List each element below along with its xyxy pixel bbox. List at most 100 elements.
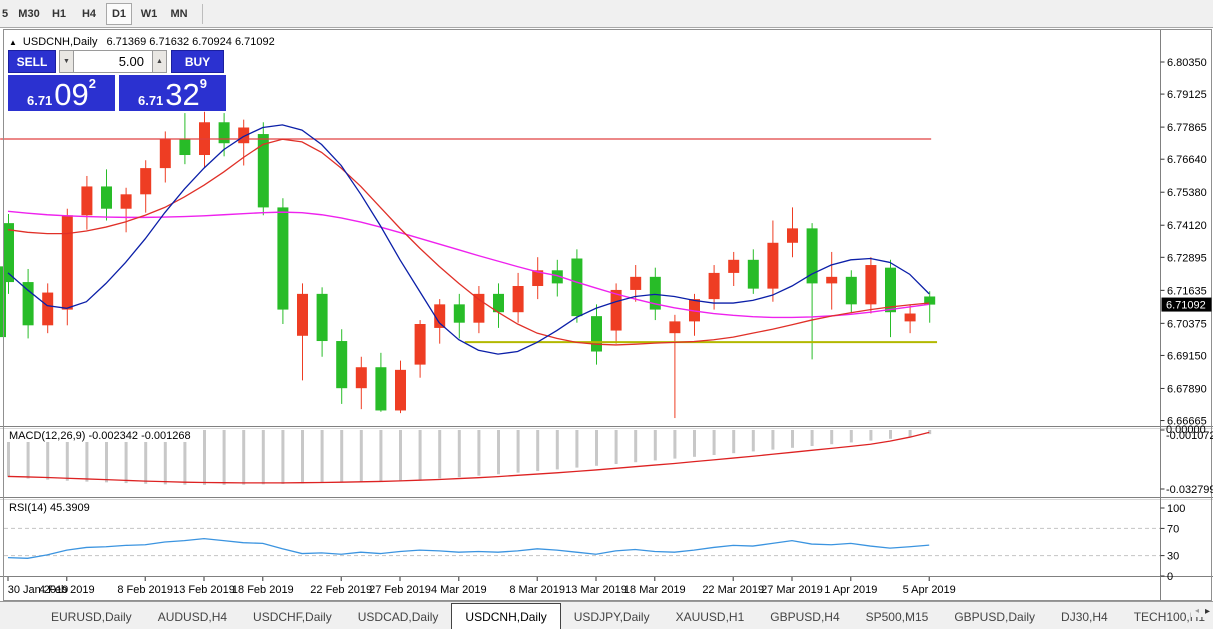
- macd-histogram-bar: [849, 430, 853, 443]
- price-axis-label: 6.69150: [1167, 350, 1207, 362]
- candle: [277, 207, 289, 310]
- timeframe-button-m30[interactable]: M30: [18, 7, 40, 20]
- chart-title: ▲ USDCNH,Daily 6.71369 6.71632 6.70924 6.7…: [9, 36, 275, 48]
- candle: [238, 127, 250, 144]
- candle: [101, 186, 112, 209]
- candle: [845, 276, 857, 305]
- date-axis-label: 22 Feb 2019: [310, 584, 372, 596]
- macd-histogram-bar: [673, 430, 677, 459]
- macd-histogram-bar: [261, 430, 265, 485]
- buy-button[interactable]: BUY: [171, 50, 224, 73]
- trade-panel-collapse-icon[interactable]: ▲: [9, 38, 17, 47]
- candle: [3, 223, 14, 283]
- date-axis-label: 22 Mar 2019: [702, 584, 764, 596]
- timeframe-button-h4[interactable]: H4: [81, 7, 97, 20]
- volume-increase-button[interactable]: ▲: [152, 50, 167, 73]
- macd-histogram-bar: [301, 430, 304, 484]
- chart-ohlc-values: 6.71369 6.71632 6.70924 6.71092: [106, 36, 275, 48]
- chart-tab-usdcnh-daily[interactable]: USDCNH,Daily: [451, 603, 561, 629]
- timeframe-button-partial[interactable]: 5: [2, 7, 9, 20]
- volume-decrease-button[interactable]: ▼: [59, 50, 74, 73]
- chart-tab-eurusd-daily[interactable]: EURUSD,Daily: [51, 610, 132, 624]
- candle: [610, 289, 622, 331]
- price-axis-label: 6.67890: [1167, 383, 1207, 395]
- chart-tab-dj30-h4[interactable]: DJ30,H4: [1061, 610, 1108, 624]
- macd-histogram-bar: [242, 430, 246, 485]
- candle: [140, 168, 152, 195]
- chart-tab-audusd-h4[interactable]: AUDUSD,H4: [157, 610, 228, 624]
- macd-histogram-bar: [340, 430, 344, 483]
- sell-price-base: 6.71: [26, 92, 53, 108]
- sell-price-pips: 09: [54, 76, 89, 112]
- tab-scroll-right-icon[interactable]: ▸: [1204, 606, 1210, 617]
- chart-tab-usdjpy-daily[interactable]: USDJPY,Daily: [573, 610, 650, 624]
- candle: [512, 286, 524, 313]
- macd-histogram-bar: [379, 430, 383, 482]
- price-axis-label: 6.80350: [1167, 57, 1207, 69]
- timeframe-button-d1[interactable]: D1: [106, 2, 132, 25]
- sell-button[interactable]: SELL: [8, 50, 56, 73]
- chart-tab-tech100-h1[interactable]: TECH100,H1: [1133, 610, 1206, 624]
- chart-surface[interactable]: 6.80350 6.79125 6.77865 6.76640 6.75380 6.741…: [0, 28, 1213, 601]
- candle: [826, 276, 838, 284]
- macd-axis-value-label: -0.001072: [1166, 430, 1213, 442]
- candle: [630, 276, 642, 290]
- macd-histogram-bar: [712, 430, 716, 456]
- candle: [22, 282, 34, 326]
- date-axis-label: 8 Mar 2019: [509, 584, 565, 596]
- macd-histogram-bar: [536, 430, 540, 472]
- chevron-down-icon: ▼: [63, 58, 70, 65]
- price-axis-label: 6.66665: [1167, 416, 1207, 428]
- volume-input[interactable]: [73, 50, 153, 73]
- macd-histogram-bar: [418, 430, 422, 480]
- candle: [42, 292, 54, 326]
- ma-fast-line: [7, 124, 930, 355]
- price-axis-label: 6.76640: [1167, 154, 1207, 166]
- chart-window-frame: [3, 29, 1212, 601]
- candle: [728, 259, 740, 273]
- chart-tab-sp500-m15[interactable]: SP500,M15: [865, 610, 929, 624]
- tab-scroll-left-icon[interactable]: ◂: [1194, 606, 1199, 615]
- candle: [669, 321, 681, 334]
- timeframe-button-h1[interactable]: H1: [51, 7, 67, 20]
- current-price-tag: [1161, 297, 1212, 312]
- candle: [375, 367, 387, 411]
- chart-background: [0, 28, 1213, 601]
- macd-histogram-bar: [634, 430, 638, 463]
- chart-tab-usdcad-daily[interactable]: USDCAD,Daily: [357, 610, 439, 624]
- date-axis-label: 8 Feb 2019: [117, 584, 173, 596]
- candle: [767, 242, 779, 289]
- chart-tab-usdchf-daily[interactable]: USDCHF,Daily: [253, 610, 332, 624]
- macd-histogram-bar: [183, 430, 187, 485]
- macd-histogram-bar: [144, 430, 148, 484]
- timeframe-toolbar: 5 M30 H1 H4 D1 W1 MN: [0, 0, 1213, 28]
- sell-price-display[interactable]: 6.71 09 2: [8, 75, 115, 111]
- buy-price-pips: 32: [165, 76, 200, 112]
- price-axis-label: 6.79125: [1167, 89, 1207, 101]
- macd-histogram-bar: [516, 430, 520, 473]
- timeframe-button-w1[interactable]: W1: [140, 7, 158, 20]
- candle: [806, 228, 818, 284]
- candle: [257, 134, 269, 208]
- macd-histogram-bar: [222, 430, 226, 485]
- macd-histogram-bar: [653, 430, 657, 461]
- current-price-tag-label: 6.71092: [1166, 300, 1206, 312]
- date-axis-label: 18 Mar 2019: [624, 584, 686, 596]
- price-axis-label: 6.77865: [1167, 122, 1207, 134]
- timeframe-button-mn[interactable]: MN: [170, 7, 188, 20]
- chart-tab-gbpusd-daily[interactable]: GBPUSD,Daily: [954, 610, 1036, 624]
- macd-axis-label: 0.00000: [1166, 424, 1206, 436]
- chart-tab-xauusd-h1[interactable]: XAUUSD,H1: [675, 610, 745, 624]
- macd-histogram-bar: [163, 430, 167, 485]
- macd-histogram-bar: [791, 430, 794, 448]
- macd-histogram-bar: [359, 430, 363, 482]
- macd-histogram-bar: [928, 430, 932, 435]
- rsi-axis-label: 100: [1167, 503, 1185, 515]
- candle: [551, 270, 563, 284]
- price-axis-label: 6.75380: [1167, 187, 1207, 199]
- date-axis-label: 4 Feb 2019: [39, 584, 95, 596]
- chart-tab-gbpusd-h4[interactable]: GBPUSD,H4: [770, 610, 840, 624]
- buy-price-point: 9: [199, 76, 208, 91]
- buy-price-display[interactable]: 6.71 32 9: [119, 75, 226, 111]
